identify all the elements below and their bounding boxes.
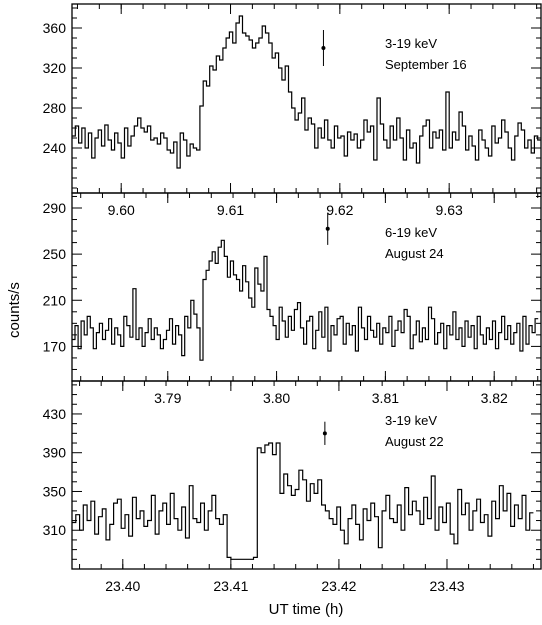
x-tick-label: 23.41 (213, 578, 248, 594)
y-tick-label: 250 (43, 246, 67, 262)
energy-band-label: 3-19 keV (385, 36, 437, 51)
x-tick-label: 9.61 (217, 202, 244, 218)
energy-band-label: 3-19 keV (385, 413, 437, 428)
error-bar-point (325, 226, 330, 231)
x-tick-label: 3.80 (263, 390, 290, 406)
y-tick-label: 280 (43, 100, 67, 116)
x-tick-label: 23.43 (429, 578, 464, 594)
y-tick-label: 310 (43, 522, 67, 538)
x-tick-label: 3.79 (154, 390, 181, 406)
x-tick-label: 9.63 (436, 202, 463, 218)
x-tick-label: 9.60 (108, 202, 135, 218)
panel-frame (71, 3, 542, 194)
y-tick-label: 170 (43, 338, 67, 354)
y-tick-label: 430 (43, 406, 67, 422)
y-tick-label: 360 (43, 20, 67, 36)
date-label: August 22 (385, 434, 444, 449)
y-tick-label: 320 (43, 60, 67, 76)
x-tick-label: 3.81 (372, 390, 399, 406)
panel-frame (71, 380, 542, 570)
date-label: August 24 (385, 246, 444, 261)
x-tick-label: 23.40 (105, 578, 140, 594)
light-curve (72, 239, 539, 361)
panel-1: 240 280 320 360 9.60 9.61 9.62 9.63 3-19 keV Sept… (43, 3, 542, 218)
panel-3: 310 350 390 430 23.40 23.41 23.42 23.43 3-19 keV… (43, 380, 542, 594)
panel-2: 170 210 250 290 3.79 3.80 3.81 3.82 6-19 keV Augu… (43, 192, 542, 406)
y-axis-title: counts/s (6, 282, 23, 338)
error-bar-point (322, 431, 327, 436)
panel-frame (71, 192, 542, 382)
y-tick-label: 390 (43, 445, 67, 461)
x-tick-label: 9.62 (326, 202, 353, 218)
x-tick-label: 3.82 (481, 390, 508, 406)
light-curve (72, 15, 541, 169)
x-tick-label: 23.42 (321, 578, 356, 594)
light-curve (72, 442, 534, 560)
error-bar-point (321, 46, 326, 50)
energy-band-label: 6-19 keV (385, 225, 437, 240)
y-tick-label: 210 (43, 292, 67, 308)
y-tick-label: 240 (43, 140, 67, 156)
x-axis-title: UT time (h) (269, 601, 344, 618)
y-tick-label: 290 (43, 200, 67, 216)
y-tick-label: 350 (43, 483, 67, 499)
date-label: September 16 (385, 57, 467, 72)
